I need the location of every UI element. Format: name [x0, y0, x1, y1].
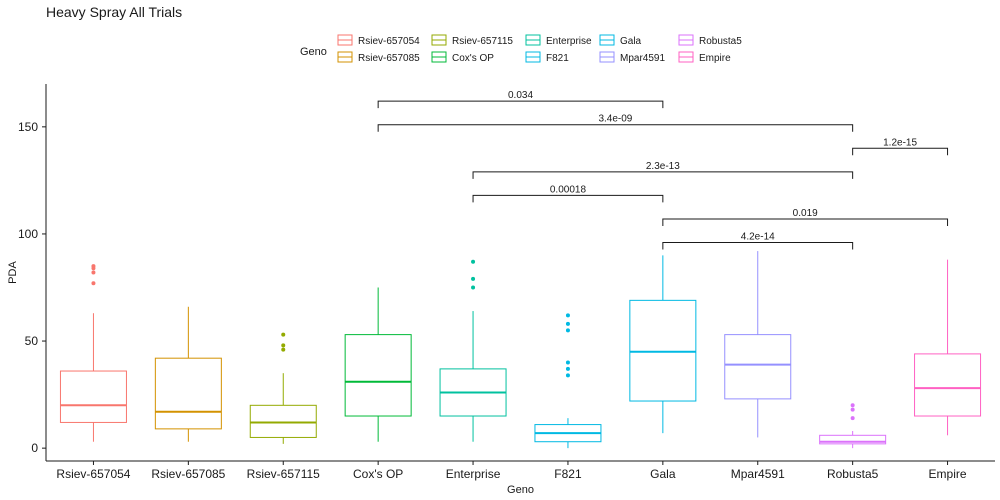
- legend-label: Mpar4591: [620, 53, 665, 64]
- legend-item: Enterprise: [525, 34, 592, 47]
- p-value-label: 4.2e-14: [741, 232, 775, 243]
- outlier-point: [565, 373, 570, 378]
- p-value-label: 0.034: [508, 90, 533, 101]
- comparison-bracket: 4.2e-14: [662, 232, 854, 250]
- comparison-bracket: 3.4e-09: [377, 114, 854, 132]
- legend-item: Gala: [599, 34, 642, 47]
- outlier-point: [471, 285, 476, 290]
- bracket-line: [662, 242, 854, 250]
- box-8: [819, 403, 887, 449]
- box-iqr: [819, 434, 887, 445]
- outlier-point: [281, 343, 286, 348]
- box-0: [59, 264, 127, 442]
- y-tick-label: 150: [18, 120, 38, 134]
- x-tick-label: Cox's OP: [353, 467, 403, 481]
- y-axis-title: PDA: [7, 261, 19, 284]
- box-iqr: [914, 353, 982, 417]
- bracket-line: [472, 194, 664, 203]
- box-iqr: [249, 404, 317, 438]
- box-6: [629, 255, 697, 434]
- legend-label: Robusta5: [699, 36, 742, 47]
- bracket-line: [377, 124, 854, 132]
- box-2: [249, 332, 317, 444]
- box-iqr: [629, 299, 697, 402]
- outlier-point: [91, 264, 96, 269]
- box-iqr: [154, 357, 222, 430]
- box-1: [154, 306, 222, 442]
- outlier-point: [565, 328, 570, 333]
- p-value-label: 2.3e-13: [646, 161, 680, 172]
- legend-item: Cox's OP: [431, 51, 494, 64]
- box-iqr: [724, 334, 792, 400]
- box-3: [344, 287, 412, 442]
- outlier-point: [850, 416, 855, 421]
- y-tick-label: 0: [31, 441, 38, 455]
- x-tick-label: Robusta5: [827, 467, 879, 481]
- outlier-point: [471, 276, 476, 281]
- x-axis-title: Geno: [507, 484, 534, 496]
- legend-label: Empire: [699, 53, 731, 64]
- x-tick-label: Rsiev-657085: [151, 467, 225, 481]
- box-7: [724, 251, 792, 438]
- legend-label: Cox's OP: [452, 53, 494, 64]
- bracket-line: [852, 147, 949, 156]
- legend-item: Empire: [678, 51, 731, 64]
- comparison-bracket: 0.034: [377, 90, 664, 109]
- outlier-point: [281, 347, 286, 352]
- chart-title: Heavy Spray All Trials: [46, 4, 183, 20]
- box-5: [534, 313, 602, 449]
- legend-label: Rsiev-657085: [358, 53, 420, 64]
- outlier-point: [850, 403, 855, 408]
- box-4: [439, 259, 507, 442]
- x-tick-label: Gala: [650, 467, 676, 481]
- legend-label: Rsiev-657054: [358, 36, 420, 47]
- legend-item: Mpar4591: [599, 51, 665, 64]
- bracket-line: [472, 171, 854, 179]
- outlier-point: [565, 366, 570, 371]
- bracket-line: [662, 218, 949, 226]
- comparison-bracket: 2.3e-13: [472, 161, 854, 179]
- outlier-point: [565, 360, 570, 365]
- legend-item: F821: [525, 51, 569, 64]
- p-value-label: 3.4e-09: [598, 114, 632, 125]
- box-9: [914, 259, 982, 436]
- x-tick-label: Enterprise: [446, 467, 501, 481]
- x-tick-label: F821: [554, 467, 582, 481]
- x-tick-label: Mpar4591: [731, 467, 785, 481]
- comparison-bracket: 0.00018: [472, 184, 664, 203]
- outlier-point: [281, 332, 286, 337]
- y-tick-label: 50: [25, 334, 39, 348]
- comparison-bracket: 0.019: [662, 208, 949, 226]
- outlier-point: [850, 407, 855, 412]
- outlier-point: [565, 321, 570, 326]
- p-value-label: 0.019: [793, 208, 818, 219]
- legend-item: Robusta5: [678, 34, 742, 47]
- outlier-point: [565, 313, 570, 318]
- legend-item: Rsiev-657115: [431, 34, 513, 47]
- p-value-label: 0.00018: [550, 184, 587, 195]
- outlier-point: [91, 281, 96, 286]
- legend-label: Enterprise: [546, 36, 592, 47]
- box-iqr: [344, 334, 412, 417]
- legend: Geno Rsiev-657054 Rsiev-657085 Rsiev-657115…: [300, 34, 742, 64]
- legend-item: Rsiev-657085: [337, 51, 420, 64]
- legend-label: F821: [546, 53, 569, 64]
- axes: 0 50 100 150 Rsiev-657054 Rsiev-657085 Rsiev-6…: [7, 84, 995, 496]
- legend-label: Gala: [620, 36, 642, 47]
- bracket-line: [377, 100, 664, 109]
- y-tick-label: 100: [18, 227, 38, 241]
- legend-item: Rsiev-657054: [337, 34, 420, 47]
- comparison-bracket: 1.2e-15: [852, 137, 949, 156]
- p-value-label: 1.2e-15: [883, 137, 917, 148]
- x-tick-label: Empire: [929, 467, 967, 481]
- legend-label: Rsiev-657115: [452, 36, 513, 47]
- legend-title: Geno: [300, 46, 327, 58]
- x-tick-label: Rsiev-657054: [56, 467, 130, 481]
- x-tick-label: Rsiev-657115: [247, 467, 320, 481]
- plot-area: 0.034 3.4e-09 1.2e-15 2.3e-13 0.00018 0.019 4.…: [59, 90, 982, 449]
- outlier-point: [471, 259, 476, 264]
- box-iqr: [59, 370, 127, 423]
- outlier-point: [91, 270, 96, 275]
